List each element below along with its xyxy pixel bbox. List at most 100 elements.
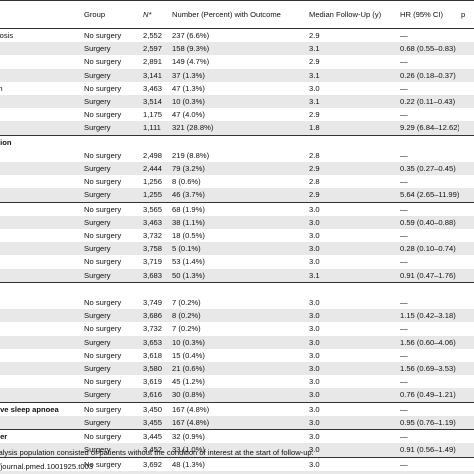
cell-n: 1,255 <box>141 188 170 203</box>
table-row: No surgery 3,619 45 (1.2%) 3.0 — <box>0 375 474 388</box>
cell-outcome: 167 (4.8%) <box>170 415 307 430</box>
cell-n: 1,256 <box>143 177 163 187</box>
cell-p <box>459 255 474 268</box>
cell-followup: 3.0 <box>309 298 320 308</box>
cell-p <box>459 388 474 403</box>
cell-group: No surgery <box>84 177 122 187</box>
cell-outcome: 18 (0.5%) <box>172 231 205 241</box>
cell-hr: — <box>400 377 408 387</box>
cell-hr: — <box>400 257 408 267</box>
table-footnote: analysis population consisted of patient… <box>0 448 314 457</box>
cell-condition: tion <box>0 175 82 188</box>
cell-followup: 2.8 <box>309 177 320 187</box>
cell-p <box>459 121 474 136</box>
cell-p <box>459 134 474 149</box>
cell-followup: 3.1 <box>307 42 398 56</box>
cell-condition <box>0 296 82 309</box>
cell-n: 3,619 <box>143 377 163 387</box>
cell-group: Surgery <box>82 309 141 323</box>
cell-outcome: 321 (28.8%) <box>170 121 307 136</box>
cell-p <box>459 162 474 176</box>
cell-n: 3,580 <box>141 362 170 376</box>
cell-p <box>459 108 474 121</box>
cell-group: Surgery <box>82 188 141 203</box>
cell-followup: 3.1 <box>307 95 398 109</box>
cell-condition <box>0 121 82 136</box>
cell-n: 2,444 <box>141 162 170 176</box>
cell-condition: tion <box>0 108 82 121</box>
cell-n: 3,616 <box>141 388 170 403</box>
cell-condition <box>0 95 82 109</box>
table-row: tionNo surgery 1,256 8 (0.6%) 2.8 — <box>0 175 474 188</box>
cell-n: 2,552 <box>143 31 163 40</box>
table-row: Surgery 3,616 30 (0.8%) 3.0 0.76 (0.49–1.21) <box>0 388 474 403</box>
cell-outcome: 32 (0.9%) <box>170 429 307 444</box>
cell-outcome: 47 (1.3%) <box>172 83 205 93</box>
cell-hr: 1.56 (0.60–4.06) <box>398 335 459 349</box>
cell-p <box>459 415 474 430</box>
cell-hr: — <box>400 231 408 241</box>
cell-group: No surgery <box>84 377 122 387</box>
cell-outcome: 33 (1.0%) <box>170 443 307 457</box>
cell-outcome: 167 (4.8%) <box>170 401 307 416</box>
cell-hr: 9.29 (6.84–12.62) <box>398 121 459 136</box>
cell-followup: 3.0 <box>307 362 398 376</box>
cell-group: Surgery <box>82 215 141 230</box>
cell-p <box>459 470 474 474</box>
cell-followup: 3.1 <box>307 470 398 474</box>
cell-condition <box>0 349 82 362</box>
cell-condition <box>0 162 82 176</box>
cell-followup: 2.9 <box>309 110 320 120</box>
cell-hr: 0.26 (0.18–0.37) <box>398 68 459 82</box>
cell-outcome: 48 (1.3%) <box>170 456 307 471</box>
cell-n: 3,445 <box>141 429 170 444</box>
cell-n: 3,450 <box>141 401 170 416</box>
cell-n: 3,719 <box>143 257 163 267</box>
cell-outcome: 50 (1.3%) <box>170 268 307 283</box>
table-row: Surgery 3,683 50 (1.3%) 3.1 0.91 (0.47–1.76) <box>0 268 474 283</box>
cell-group: No surgery <box>84 350 122 360</box>
header-n: N* <box>141 0 170 29</box>
cell-hr: — <box>400 177 408 187</box>
cell-followup: 3.0 <box>307 456 398 471</box>
cell-group: No surgery <box>84 31 122 40</box>
table-row: sulin No surgery 3,463 47 (1.3%) 3.0 — <box>0 82 474 95</box>
cell-n <box>141 281 170 297</box>
cell-group: Surgery <box>82 443 141 457</box>
table-row: Surgery 2,597 158 (9.3%) 3.1 0.68 (0.55–0.83… <box>0 42 474 56</box>
cell-p <box>459 215 474 230</box>
cell-p <box>459 375 474 388</box>
cell-outcome <box>170 281 307 297</box>
cell-outcome: 10 (0.3%) <box>170 335 307 349</box>
cell-n: 2,891 <box>143 57 163 67</box>
cell-n: 3,452 <box>141 443 170 457</box>
cell-p <box>459 188 474 203</box>
cell-followup: 3.1 <box>307 68 398 82</box>
table-row: No surgery 3,732 7 (0.2%) 3.0 — <box>0 322 474 335</box>
cell-condition <box>0 255 82 268</box>
cell-hr: 1.15 (0.42–3.18) <box>398 309 459 323</box>
cell-p <box>459 401 474 416</box>
cell-p <box>459 229 474 242</box>
cell-hr: — <box>400 350 408 360</box>
cell-followup: 3.0 <box>309 231 320 241</box>
cell-condition: ancer <box>0 429 82 444</box>
cell-outcome: 237 (6.6%) <box>172 31 210 40</box>
cell-hr: — <box>400 298 408 308</box>
cell-group <box>82 134 141 149</box>
cell-outcome: 8 (0.6%) <box>172 177 201 187</box>
table-row: No surgery 3,732 18 (0.5%) 3.0 — <box>0 229 474 242</box>
cell-followup: 3.0 <box>309 257 320 267</box>
cell-group: Surgery <box>82 95 141 109</box>
cell-group: Surgery <box>82 470 141 474</box>
cell-n: 1,175 <box>143 110 163 120</box>
cell-group: Surgery <box>82 362 141 376</box>
cell-followup: 3.0 <box>307 201 398 216</box>
cell-condition <box>0 268 82 283</box>
table-row: Surgery 3,653 10 (0.3%) 3.0 1.56 (0.60–4.06) <box>0 335 474 349</box>
cell-group: Surgery <box>82 388 141 403</box>
cell-group: Surgery <box>82 121 141 136</box>
